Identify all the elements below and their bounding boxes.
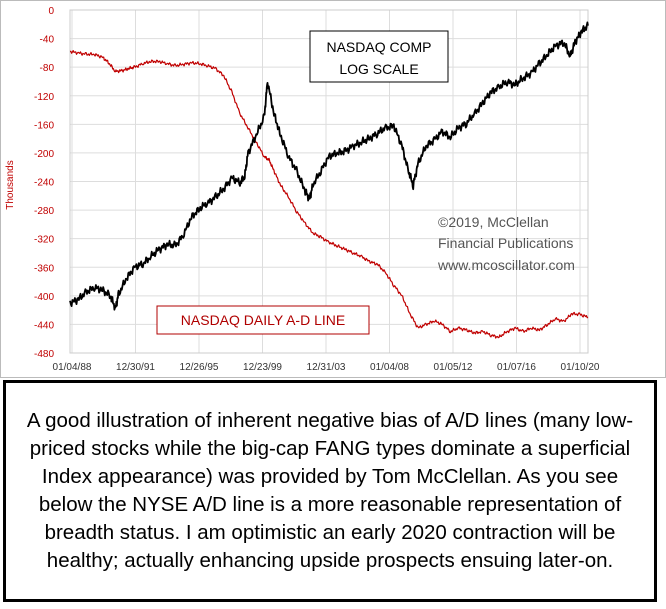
nasdaq-annotation-box: NASDAQ COMP LOG SCALE <box>309 30 449 83</box>
credit-block: ©2019, McClellan Financial Publications … <box>437 214 575 273</box>
x-tick-label: 12/26/95 <box>180 362 219 373</box>
plot-area <box>69 9 589 354</box>
grid <box>69 9 589 354</box>
series-nasdaq-comp <box>69 21 589 311</box>
y-tick-label: -280 <box>34 206 54 217</box>
series-ad-line <box>69 49 589 339</box>
y-tick-label: -200 <box>34 149 54 160</box>
credit-line2: Financial Publications <box>438 235 573 251</box>
ad-annotation-box: NASDAQ DAILY A-D LINE <box>156 305 370 335</box>
x-tick-labels: 01/04/88 12/30/91 12/26/95 12/23/99 12/31/03… <box>53 362 600 373</box>
x-tick-label: 12/23/99 <box>243 362 282 373</box>
x-tick-label: 12/30/91 <box>116 362 155 373</box>
ad-box-label: NASDAQ DAILY A-D LINE <box>181 312 345 328</box>
y-tick-label: -440 <box>34 320 54 331</box>
x-tick-label: 12/31/03 <box>307 362 346 373</box>
y-axis-label: Thousands <box>5 160 16 209</box>
chart-svg: 0 -40 -80 -120 -160 -200 -240 -280 -320 -360 -400 -… <box>0 0 666 378</box>
y-tick-label: -240 <box>34 178 54 189</box>
y-tick-label: -480 <box>34 349 54 360</box>
y-tick-label: -320 <box>34 235 54 246</box>
y-tick-label: -80 <box>40 63 55 74</box>
y-tick-label: -360 <box>34 263 54 274</box>
caption-text: A good illustration of inherent negative… <box>26 409 634 572</box>
chart-container: 0 -40 -80 -120 -160 -200 -240 -280 -320 -360 -400 -… <box>0 0 666 378</box>
x-tick-label: 01/10/20 <box>561 362 600 373</box>
y-tick-label: -160 <box>34 120 54 131</box>
y-tick-label: -400 <box>34 292 54 303</box>
y-tick-label: -40 <box>40 35 55 46</box>
y-tick-label: 0 <box>48 6 54 17</box>
series <box>69 21 589 339</box>
x-tick-label: 01/04/88 <box>53 362 92 373</box>
x-tick-label: 01/05/12 <box>434 362 473 373</box>
nasdaq-box-line2: LOG SCALE <box>339 61 418 77</box>
y-tick-labels: 0 -40 -80 -120 -160 -200 -240 -280 -320 -360 -400 -… <box>34 6 54 360</box>
nasdaq-box-line1: NASDAQ COMP <box>326 39 431 55</box>
x-tick-label: 01/07/16 <box>497 362 536 373</box>
credit-line1: ©2019, McClellan <box>438 214 549 230</box>
credit-line3: www.mcoscillator.com <box>437 257 575 273</box>
caption-box: A good illustration of inherent negative… <box>3 380 657 602</box>
ad-box-border <box>156 305 370 335</box>
nasdaq-box-border <box>309 30 449 83</box>
y-tick-label: -120 <box>34 92 54 103</box>
x-tick-label: 01/04/08 <box>370 362 409 373</box>
